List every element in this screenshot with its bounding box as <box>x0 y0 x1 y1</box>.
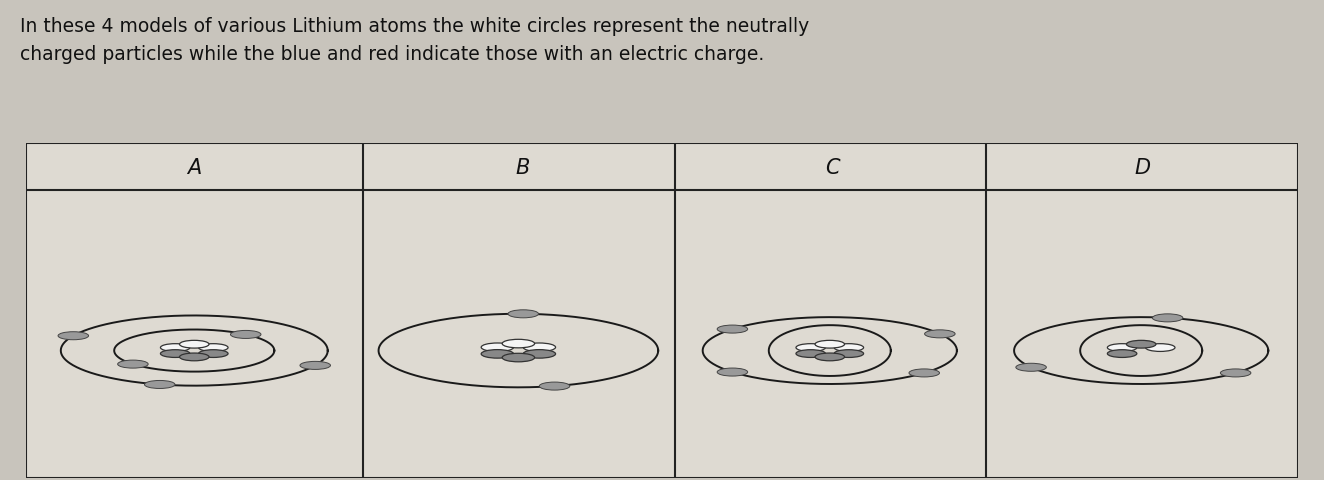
Circle shape <box>539 382 569 390</box>
Circle shape <box>160 344 189 352</box>
Circle shape <box>481 343 514 352</box>
Circle shape <box>1107 344 1137 352</box>
Circle shape <box>1016 363 1046 372</box>
Circle shape <box>481 350 514 359</box>
Circle shape <box>523 343 556 352</box>
Circle shape <box>718 325 748 334</box>
Circle shape <box>199 350 228 358</box>
Circle shape <box>1145 344 1174 352</box>
Circle shape <box>199 344 228 352</box>
Text: D: D <box>1135 157 1151 177</box>
Circle shape <box>508 310 539 318</box>
Text: B: B <box>515 157 530 177</box>
Circle shape <box>180 341 209 348</box>
Circle shape <box>502 340 535 348</box>
Circle shape <box>180 353 209 361</box>
Circle shape <box>834 350 863 358</box>
Circle shape <box>230 331 261 339</box>
Circle shape <box>816 353 845 361</box>
Circle shape <box>1107 350 1137 358</box>
Circle shape <box>924 330 955 338</box>
Circle shape <box>718 368 748 376</box>
Circle shape <box>502 354 535 362</box>
Circle shape <box>118 360 148 368</box>
Circle shape <box>816 341 845 348</box>
Circle shape <box>796 350 825 358</box>
Circle shape <box>796 344 825 352</box>
Circle shape <box>1152 314 1182 322</box>
Circle shape <box>301 361 331 370</box>
Circle shape <box>1127 341 1156 348</box>
Circle shape <box>523 350 556 359</box>
Circle shape <box>1221 369 1251 377</box>
Circle shape <box>58 332 89 340</box>
Text: A: A <box>187 157 201 177</box>
Text: C: C <box>825 157 839 177</box>
Text: In these 4 models of various Lithium atoms the white circles represent the neutr: In these 4 models of various Lithium ato… <box>20 17 809 63</box>
Circle shape <box>834 344 863 352</box>
Circle shape <box>160 350 189 358</box>
Circle shape <box>910 369 940 377</box>
Circle shape <box>144 381 175 389</box>
